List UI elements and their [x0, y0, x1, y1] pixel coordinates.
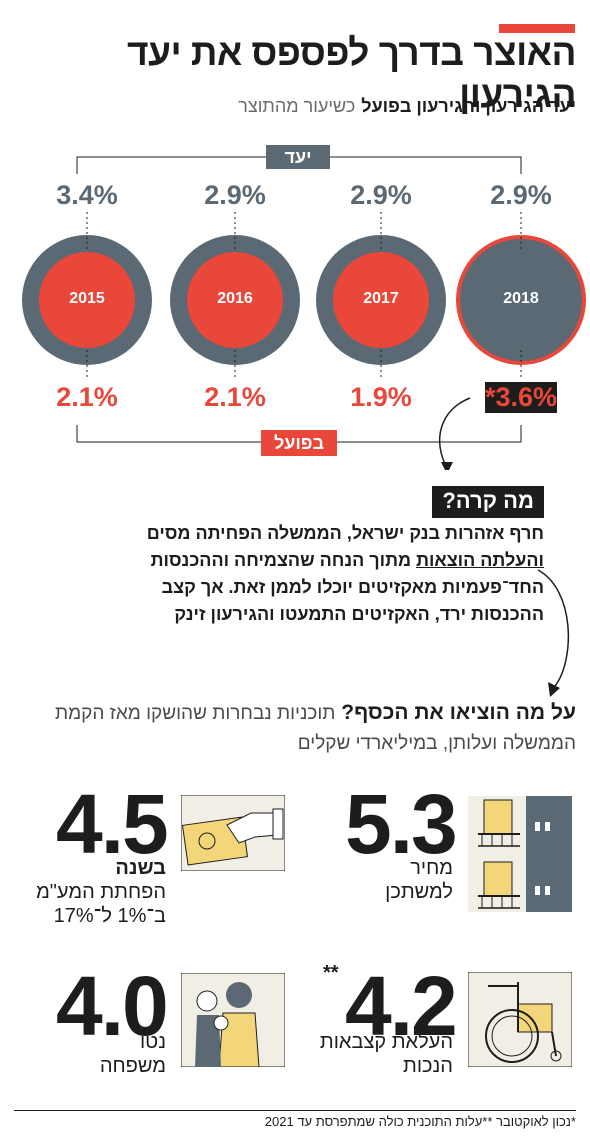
- caption-housing-2: למשתכן: [385, 881, 453, 903]
- target-value-2017: 2.9%: [350, 180, 412, 210]
- page-title: האוצר בדרך לפספס את יעד הגירעון: [127, 32, 576, 115]
- value-housing: 5.3: [345, 777, 458, 871]
- building-icon: [468, 796, 572, 912]
- what-happened-body: חרף אזהרות בנק ישראל, הממשלה הפחיתה מסים…: [44, 520, 544, 628]
- question-line-2: הממשלה ועלותן, במיליארדי שקלים: [297, 733, 576, 754]
- subtitle-light: כשיעור מהתוצר: [238, 96, 356, 116]
- what-line-1: חרף אזהרות בנק ישראל, הממשלה הפחיתה מסים: [146, 523, 544, 543]
- value-family: 4.0: [56, 959, 169, 1053]
- spending-question: על מה הוציאו את הכסף? תוכניות נבחרות שהו…: [6, 698, 576, 759]
- year-label-2018: 2018: [503, 290, 539, 307]
- footer-divider: [14, 1110, 576, 1111]
- arrow-head: [441, 462, 453, 470]
- what-line-2: והעלתה הוצאות מתוך הנחה שהצמיחה וההכנסות: [44, 547, 544, 574]
- wheelchair-icon: [468, 972, 572, 1067]
- accent-bar: [499, 24, 575, 33]
- subtitle: יעד הגירעון והגירעון בפועלכשיעור מהתוצר: [16, 96, 576, 117]
- what-underlined: והעלתה הוצאות: [416, 550, 544, 570]
- family-icon: [181, 973, 285, 1067]
- year-label-2015: 2015: [69, 290, 105, 307]
- question-light: תוכניות נבחרות שהושקו מאז הקמת: [54, 703, 336, 724]
- value-vat: 4.5: [56, 777, 169, 871]
- caption-vat-1: הפחתת המע"מ: [36, 881, 166, 903]
- actual-circle-2016: [187, 252, 283, 348]
- what-happened-title: מה קרה?: [432, 486, 544, 518]
- target-label: יעד: [266, 145, 330, 169]
- caption-family-1: נטו: [139, 1031, 166, 1053]
- caption-vat-2: ב־1% ל־17%: [53, 905, 166, 927]
- actual-circle-2018: [460, 239, 582, 361]
- caption-vat-bold: בשנה: [115, 857, 166, 879]
- caption-disability-2: הנכות: [403, 1055, 453, 1077]
- actual-value-2018: *3.6%: [485, 382, 558, 413]
- actual-value-2015: 2.1%: [56, 382, 118, 412]
- caption-disability: העלאת קצבאות הנכות: [303, 1030, 453, 1078]
- actual-value-2016: 2.1%: [204, 382, 266, 412]
- actual-circle-2017: [333, 252, 429, 348]
- caption-family: נטו משפחה: [46, 1030, 166, 1078]
- side-arrow: [537, 569, 569, 697]
- target-value-2015: 3.4%: [56, 180, 118, 210]
- caption-housing-1: מחיר: [410, 857, 453, 879]
- what-line-3: החד־פעמיות מאקזיטים יוכלו לממן זאת. אך ק…: [161, 577, 544, 597]
- caption-family-2: משפחה: [99, 1055, 166, 1077]
- target-value-2016: 2.9%: [204, 180, 266, 210]
- caption-housing: מחיר למשתכן: [333, 856, 453, 904]
- question-bold: על מה הוציאו את הכסף?: [341, 701, 576, 724]
- what-line-2-rest: מתוך הנחה שהצמיחה וההכנסות: [150, 550, 417, 570]
- payment-hand-icon: [181, 795, 285, 871]
- actual-circle-2015: [39, 252, 135, 348]
- caption-vat: בשנה הפחתת המע"מ ב־1% ל־17%: [6, 856, 166, 928]
- marker-disability: **: [323, 962, 339, 984]
- what-line-4: ההכנסות ירד, האקזיטים התמעטו והגירעון זי…: [174, 604, 544, 624]
- subtitle-bold: יעד הגירעון והגירעון בפועל: [361, 96, 576, 116]
- actual-value-2017: 1.9%: [350, 382, 412, 412]
- deficit-chart: [22, 156, 586, 470]
- value-disability: 4.2: [345, 959, 458, 1053]
- year-label-2017: 2017: [363, 290, 399, 307]
- footnote: *נכון לאוקטובר **עלות התוכנית כולה שמתפר…: [264, 1114, 576, 1129]
- actual-label: בפועל: [261, 430, 337, 456]
- target-value-2018: 2.9%: [490, 180, 552, 210]
- caption-disability-1: העלאת קצבאות: [319, 1031, 453, 1053]
- year-label-2016: 2016: [217, 290, 253, 307]
- arrow-curve: [438, 397, 471, 469]
